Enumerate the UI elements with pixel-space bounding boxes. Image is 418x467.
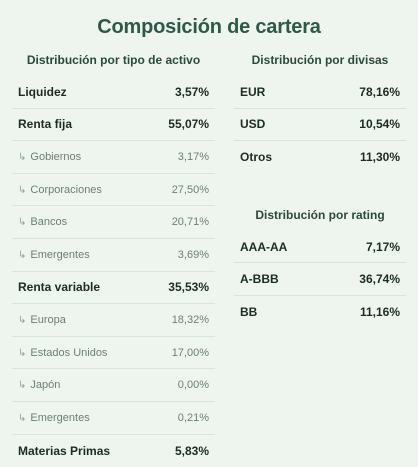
row-label-wrap: ↳ Corporaciones xyxy=(18,184,102,196)
row-value: 55,07% xyxy=(168,117,209,132)
sub-arrow-icon: ↳ xyxy=(18,184,27,196)
sub-arrow-icon: ↳ xyxy=(18,151,27,163)
row-label: EUR xyxy=(240,84,266,99)
row-label: BB xyxy=(240,305,258,320)
row-label: Liquidez xyxy=(18,84,67,99)
row-label: Europa xyxy=(30,313,66,326)
row-value: 7,17% xyxy=(365,239,400,254)
row-label-wrap: ↳ Emergentes xyxy=(18,249,90,261)
row-label: USD xyxy=(240,117,266,132)
page-title: Composición de cartera xyxy=(97,16,321,38)
table-row: Renta variable 35,53% xyxy=(12,272,215,305)
row-label: A-BBB xyxy=(240,272,279,287)
row-value: 0,21% xyxy=(177,411,209,424)
row-value: 17,00% xyxy=(171,346,209,359)
table-row: Otros 11,30% xyxy=(234,141,406,174)
table-row: ↳ Emergentes 0,21% xyxy=(12,402,215,435)
row-label-wrap: ↳ Gobiernos xyxy=(18,151,81,163)
row-value: 78,16% xyxy=(359,84,400,99)
sub-arrow-icon: ↳ xyxy=(18,380,27,392)
currency-heading: Distribución por divisas xyxy=(251,53,389,67)
row-label: Estados Unidos xyxy=(30,346,108,359)
row-label-wrap: ↳ Japón xyxy=(18,379,60,391)
row-value: 27,50% xyxy=(171,183,209,196)
row-label: AAA-AA xyxy=(240,239,288,254)
table-row: Materias Primas 5,83% xyxy=(12,435,215,467)
sub-arrow-icon: ↳ xyxy=(18,217,27,229)
row-label: Renta fija xyxy=(18,117,73,132)
row-label: Japón xyxy=(30,379,61,392)
row-label-wrap: ↳ Emergentes xyxy=(18,412,90,424)
row-value: 3,69% xyxy=(177,248,209,261)
row-label-wrap: ↳ Bancos xyxy=(18,216,67,228)
row-label: Corporaciones xyxy=(30,183,102,196)
table-row: ↳ Gobiernos 3,17% xyxy=(12,141,215,174)
rating-heading: Distribución por rating xyxy=(255,207,385,222)
row-label: Emergentes xyxy=(30,411,90,424)
row-value: 11,30% xyxy=(359,150,400,165)
row-value: 18,32% xyxy=(171,313,209,326)
currency-section: Distribución por divisas EUR 78,16% USD … xyxy=(234,46,406,174)
row-value: 20,71% xyxy=(171,216,209,229)
sub-arrow-icon: ↳ xyxy=(18,249,27,261)
row-label-wrap: ↳ Estados Unidos xyxy=(18,347,107,359)
table-row: Renta fija 55,07% xyxy=(12,109,215,142)
table-row: A-BBB 36,74% xyxy=(234,263,406,296)
row-value: 3,17% xyxy=(177,150,209,163)
table-row: BB 11,16% xyxy=(234,296,406,329)
row-label: Renta variable xyxy=(18,280,101,295)
sub-arrow-icon: ↳ xyxy=(18,347,27,359)
table-row: ↳ Emergentes 3,69% xyxy=(12,239,215,272)
row-value: 36,74% xyxy=(359,272,400,287)
rating-section: Distribución por rating AAA-AA 7,17% A-B… xyxy=(234,201,406,329)
row-label: Otros xyxy=(240,150,273,165)
table-row: Liquidez 3,57% xyxy=(12,76,215,109)
table-row: EUR 78,16% xyxy=(234,76,406,109)
table-row: AAA-AA 7,17% xyxy=(234,231,406,264)
row-label-wrap: ↳ Europa xyxy=(18,314,66,326)
table-row: ↳ Estados Unidos 17,00% xyxy=(12,337,215,370)
table-row: ↳ Bancos 20,71% xyxy=(12,206,215,239)
right-column: Distribución por divisas EUR 78,16% USD … xyxy=(234,46,406,329)
sub-arrow-icon: ↳ xyxy=(18,412,27,424)
row-value: 35,53% xyxy=(168,280,209,295)
row-label: Emergentes xyxy=(30,248,90,261)
sub-arrow-icon: ↳ xyxy=(18,314,27,326)
table-row: ↳ Europa 18,32% xyxy=(12,304,215,337)
table-row: USD 10,54% xyxy=(234,109,406,142)
asset-type-heading: Distribución por tipo de activo xyxy=(26,53,201,67)
row-value: 3,57% xyxy=(174,84,209,99)
table-row: ↳ Corporaciones 27,50% xyxy=(12,174,215,207)
row-label: Materias Primas xyxy=(18,443,111,458)
row-value: 0,00% xyxy=(177,379,209,392)
table-row: ↳ Japón 0,00% xyxy=(12,369,215,402)
row-value: 5,83% xyxy=(174,443,209,458)
row-label: Gobiernos xyxy=(30,150,82,163)
row-value: 10,54% xyxy=(359,117,400,132)
row-value: 11,16% xyxy=(359,305,400,320)
asset-type-section: Distribución por tipo de activo Liquidez… xyxy=(12,46,215,467)
row-label: Bancos xyxy=(30,216,68,229)
